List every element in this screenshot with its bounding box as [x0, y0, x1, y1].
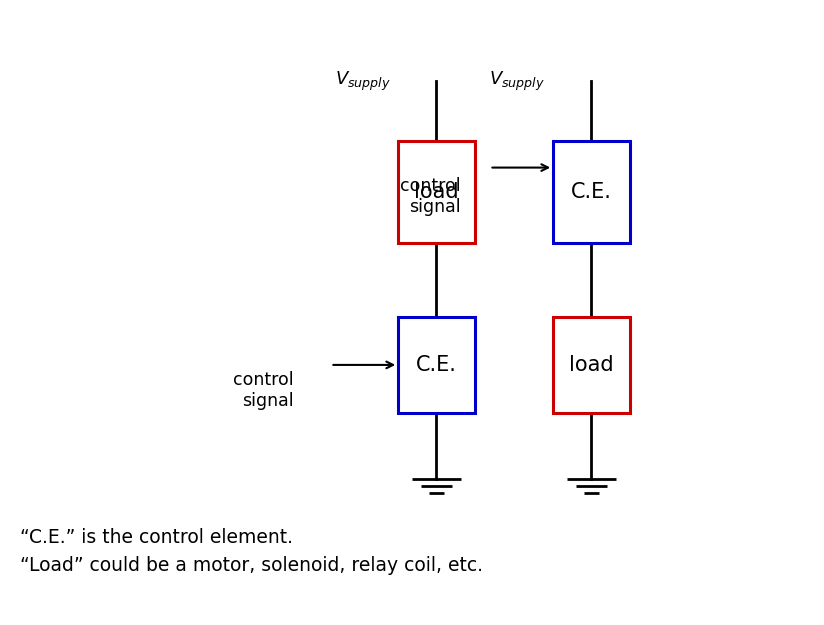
Text: control
signal: control signal: [400, 177, 461, 216]
Bar: [553, 141, 630, 243]
Bar: [398, 141, 475, 243]
Text: C.E.: C.E.: [416, 355, 456, 375]
Bar: [398, 317, 475, 412]
Text: control
signal: control signal: [233, 371, 293, 410]
Text: “C.E.” is the control element.
“Load” could be a motor, solenoid, relay coil, et: “C.E.” is the control element. “Load” co…: [21, 528, 484, 576]
Bar: [553, 317, 630, 412]
Text: load: load: [414, 182, 459, 203]
Text: load: load: [569, 355, 614, 375]
Text: $V_{supply}$: $V_{supply}$: [489, 69, 545, 93]
Text: $V_{supply}$: $V_{supply}$: [335, 69, 391, 93]
Text: C.E.: C.E.: [571, 182, 612, 203]
